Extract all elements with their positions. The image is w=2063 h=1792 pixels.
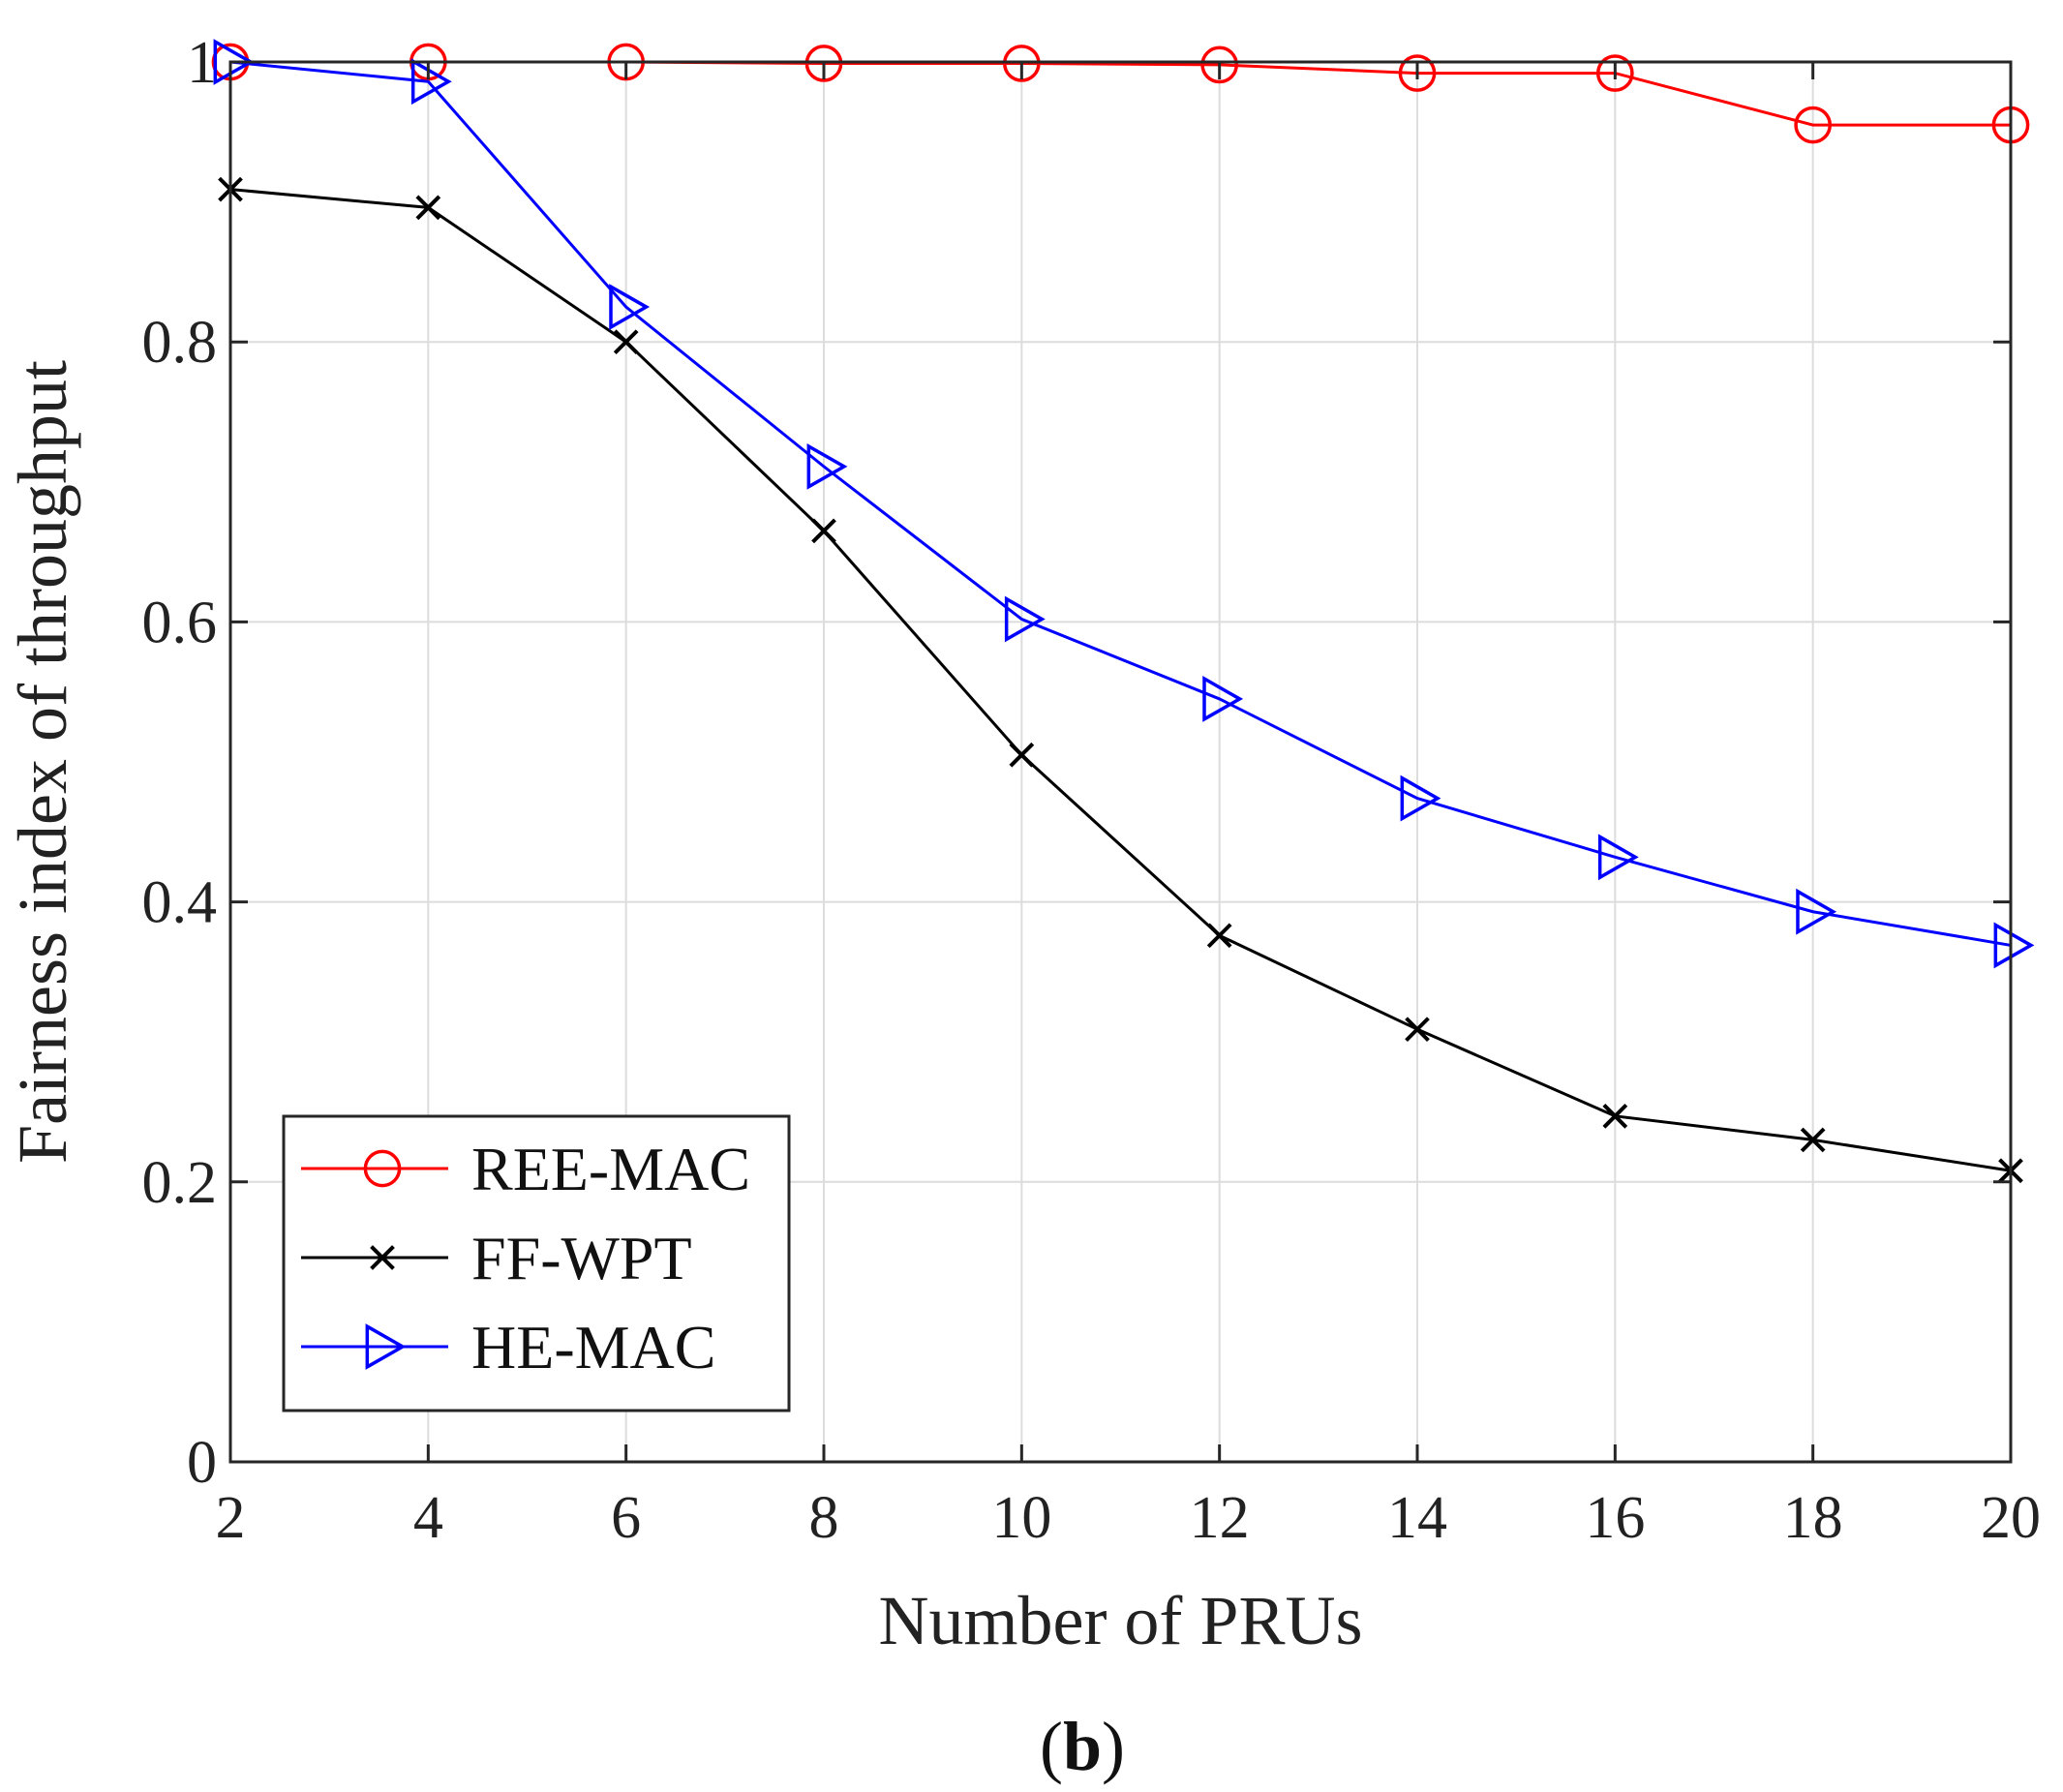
data-point	[1595, 54, 1634, 92]
legend: REE-MAC FF-WPT HE-MAC	[282, 1114, 791, 1412]
data-point	[1004, 595, 1046, 643]
axes-box	[228, 60, 2013, 1464]
panel-label-open: (	[1040, 1708, 1063, 1785]
data-point	[1398, 54, 1437, 92]
y-tick-label: 0	[187, 1430, 217, 1496]
legend-marker	[365, 1323, 407, 1370]
series-line	[229, 60, 2012, 947]
data-point	[1800, 1127, 1826, 1153]
data-point	[1009, 742, 1035, 768]
data-point	[1794, 106, 1833, 144]
legend-marker	[363, 1149, 402, 1188]
legend-label: FF-WPT	[471, 1224, 692, 1292]
x-tick-label: 4	[413, 1485, 443, 1551]
x-axis-title: Number of PRUs	[879, 1582, 1363, 1659]
legend-label: REE-MAC	[471, 1135, 750, 1203]
data-point	[1400, 775, 1441, 822]
panel-label-close: )	[1102, 1708, 1125, 1785]
x-tick-label: 10	[991, 1485, 1051, 1551]
data-point	[1200, 46, 1239, 84]
x-tick-label: 14	[1387, 1485, 1447, 1551]
y-tick-label: 0.2	[142, 1150, 218, 1216]
x-tick-label: 12	[1190, 1485, 1250, 1551]
x-tick-label: 18	[1783, 1485, 1843, 1551]
x-tick-label: 2	[216, 1485, 246, 1551]
legend-marker	[370, 1245, 395, 1270]
series-line	[229, 188, 2012, 1172]
legend-label: HE-MAC	[471, 1313, 715, 1382]
legend-item: HE-MAC	[301, 1313, 715, 1382]
data-point	[613, 329, 639, 355]
data-point	[1597, 834, 1639, 881]
data-point	[1796, 888, 1837, 935]
data-point	[1405, 1017, 1430, 1043]
y-tick-label: 0.6	[142, 590, 218, 655]
data-point	[1206, 923, 1232, 949]
series-he-mac	[213, 39, 2035, 969]
data-point	[811, 518, 836, 544]
data-point	[1202, 676, 1244, 722]
x-tick-label: 20	[1981, 1485, 2041, 1551]
x-tick-label: 8	[809, 1485, 839, 1551]
panel-label-letter: b	[1063, 1708, 1102, 1785]
x-tick-label: 16	[1585, 1485, 1645, 1551]
data-point	[806, 442, 848, 490]
y-tick-label: 1	[187, 30, 217, 96]
x-tick-label: 6	[611, 1485, 641, 1551]
data-point	[1602, 1103, 1628, 1129]
y-axis-title: Fairness index of throughput	[4, 360, 81, 1164]
data-point	[609, 284, 651, 330]
legend-item: REE-MAC	[301, 1135, 750, 1203]
axis-ticks: 2 4 6 8 10 12 14 16 18 20 0 0.2 0.4 0.6 0.8 1	[142, 30, 2042, 1551]
y-tick-label: 0.8	[142, 310, 218, 376]
data-point	[410, 58, 452, 106]
y-tick-label: 0.4	[142, 870, 218, 936]
legend-item: FF-WPT	[301, 1224, 692, 1292]
data-point	[415, 195, 441, 221]
data-point	[1993, 922, 2035, 969]
panel-label: (b)	[1040, 1708, 1125, 1785]
data-point	[213, 39, 255, 85]
